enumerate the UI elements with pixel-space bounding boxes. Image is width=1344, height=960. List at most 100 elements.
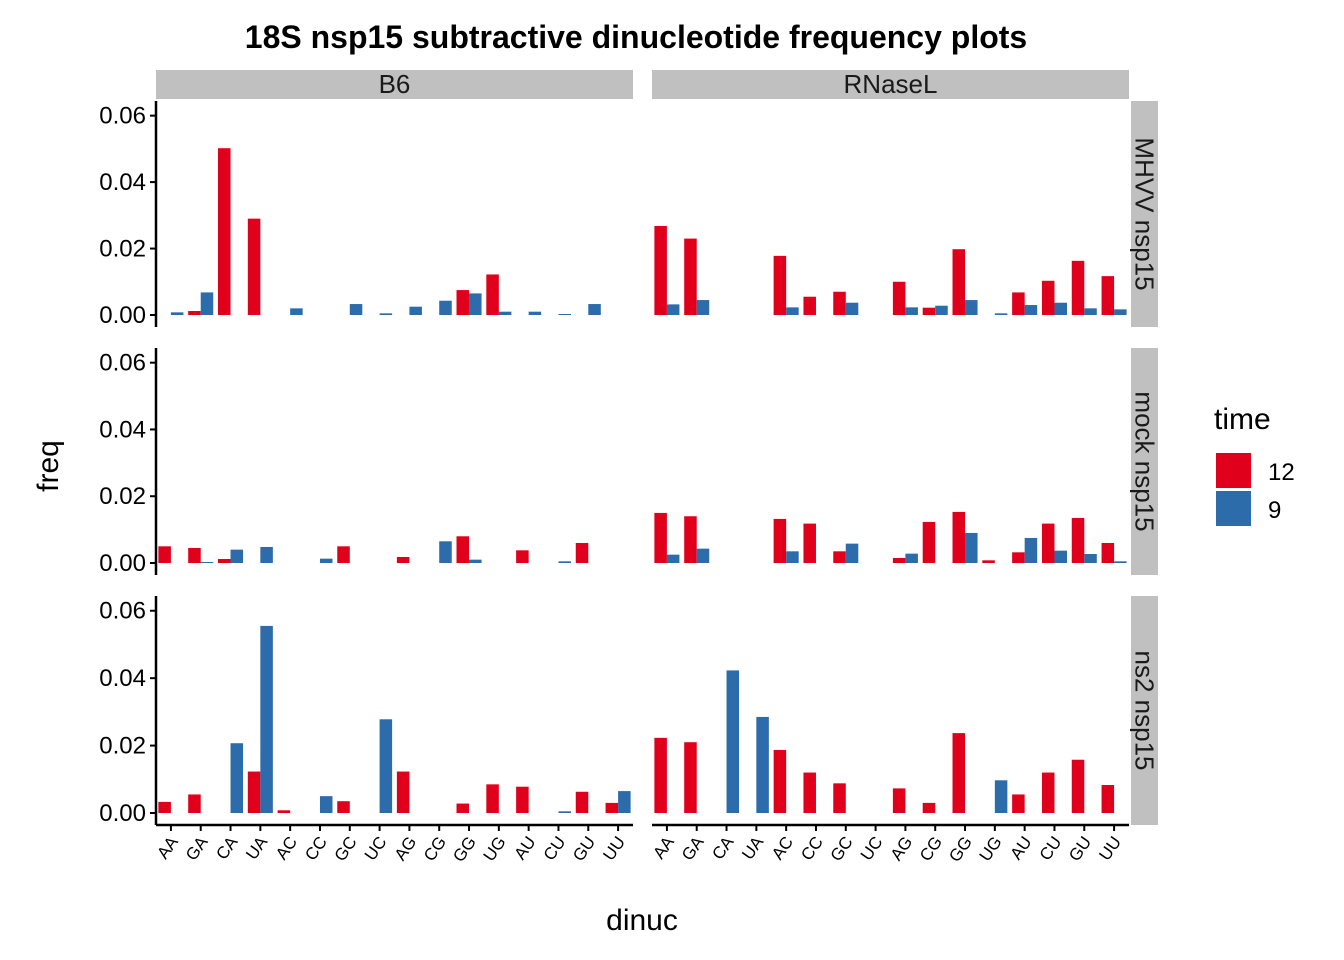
legend-key-12	[1216, 453, 1251, 488]
strip-row-label: mock nsp15	[1130, 391, 1160, 531]
x-tick-label: UC	[857, 833, 887, 864]
bar-UG-12	[982, 560, 995, 563]
bar-AA-9	[666, 304, 680, 315]
bar-GA-9	[696, 300, 710, 315]
facet-panels: B6 RNaseL MHVV nsp15 mock nsp15 ns2 nsp15 0.0…	[99, 69, 1159, 866]
bar-GG-12	[456, 290, 470, 315]
strip-row-0	[1131, 101, 1158, 327]
x-tick-label: CC	[301, 833, 331, 864]
strip-row-label: MHVV nsp15	[1130, 137, 1160, 290]
bar-UG-9	[994, 780, 1008, 813]
bar-AC-12	[773, 255, 787, 315]
bar-GG-12	[952, 733, 966, 813]
bar-GC-9	[845, 302, 859, 315]
chart-title: 18S nsp15 subtractive dinucleotide frequ…	[245, 19, 1027, 55]
bar-CA-12	[218, 558, 231, 563]
bar-GU-12	[1071, 260, 1085, 315]
bar-UU-12	[1101, 785, 1115, 813]
y-tick-label: 0.02	[99, 483, 146, 510]
bar-CA-9	[726, 670, 740, 813]
x-tick-label: CA	[212, 832, 241, 863]
x-tick-label: CC	[797, 833, 827, 864]
y-tick-label: 0.06	[99, 598, 146, 625]
bar-CU-9	[558, 561, 571, 563]
bar-AC-12	[773, 518, 787, 563]
bar-UU-9	[618, 791, 631, 813]
x-tick-label: GC	[827, 833, 857, 865]
bar-CA-9	[230, 549, 244, 563]
strip-row-2	[1131, 596, 1158, 825]
bar-UU-12	[605, 802, 619, 813]
bar-UU-9	[1114, 309, 1127, 315]
x-axis-title: dinuc	[606, 904, 678, 937]
bar-AU-12	[516, 786, 529, 813]
x-tick-label: GU	[569, 833, 599, 865]
bar-CU-12	[1041, 523, 1055, 563]
bar-GG-12	[456, 536, 470, 563]
bar-GU-12	[1071, 759, 1085, 813]
x-tick-label: GU	[1065, 833, 1095, 865]
strip-column-label: B6	[379, 69, 411, 99]
x-tick-label: AC	[272, 833, 301, 863]
bar-CC-12	[803, 523, 816, 563]
y-tick-label: 0.04	[99, 169, 146, 196]
y-tick-label: 0.02	[99, 236, 146, 263]
x-tick-label: AG	[887, 833, 917, 864]
bar-UU-9	[1114, 561, 1127, 563]
legend: time 12 9	[1214, 403, 1295, 526]
x-tick-label: AU	[1006, 833, 1035, 863]
bar-CA-12	[218, 148, 231, 315]
strip-row-1	[1131, 348, 1158, 575]
bar-AC-12	[773, 749, 787, 813]
x-tick-label: CG	[420, 833, 450, 865]
y-tick-label: 0.00	[99, 302, 146, 329]
bar-GA-12	[684, 742, 697, 813]
x-tick-label: AC	[768, 833, 797, 863]
bar-GA-9	[696, 548, 710, 563]
bar-GG-12	[952, 511, 966, 563]
strip-column-0	[156, 70, 633, 99]
bar-UC-9	[379, 313, 393, 315]
bar-CG-12	[922, 521, 936, 563]
bar-CA-9	[230, 743, 244, 813]
bar-CC-12	[803, 772, 816, 813]
bar-CG-9	[439, 300, 452, 315]
bar-GU-12	[1071, 517, 1085, 563]
y-axis-title: freq	[32, 440, 65, 492]
bar-GC-9	[349, 304, 363, 315]
bar-GG-9	[965, 532, 978, 563]
legend-key-9	[1216, 491, 1251, 526]
bar-GC-12	[337, 546, 350, 563]
bar-AA-9	[666, 554, 680, 563]
x-tick-label: CU	[540, 833, 570, 864]
y-tick-label: 0.06	[99, 103, 146, 130]
bar-AG-12	[396, 556, 410, 563]
bar-UA-9	[260, 546, 273, 563]
x-tick-label: CG	[916, 833, 946, 865]
x-tick-label: AU	[510, 833, 539, 863]
bar-GA-12	[684, 516, 697, 563]
bar-CU-9	[1054, 302, 1067, 315]
x-tick-label: GG	[449, 833, 480, 866]
bar-GG-12	[456, 803, 470, 813]
bar-CU-9	[1054, 550, 1067, 563]
bar-UA-9	[756, 716, 769, 813]
bar-UG-12	[486, 274, 499, 315]
bar-AC-9	[786, 307, 799, 315]
bar-GA-12	[684, 238, 697, 315]
bar-AG-9	[905, 553, 918, 563]
bar-AG-12	[892, 788, 906, 813]
bar-CC-9	[319, 796, 333, 813]
bar-GG-9	[469, 293, 482, 315]
bar-CG-12	[922, 802, 936, 813]
bar-AA-12	[158, 801, 171, 813]
x-tick-label: CA	[708, 832, 737, 863]
bar-UU-12	[1101, 542, 1115, 563]
bar-AG-12	[892, 557, 906, 563]
bar-CG-9	[935, 305, 948, 315]
x-tick-label: CU	[1036, 833, 1066, 864]
bar-GG-9	[965, 300, 978, 315]
bar-AU-12	[1012, 292, 1025, 315]
x-tick-label: UG	[976, 833, 1006, 865]
